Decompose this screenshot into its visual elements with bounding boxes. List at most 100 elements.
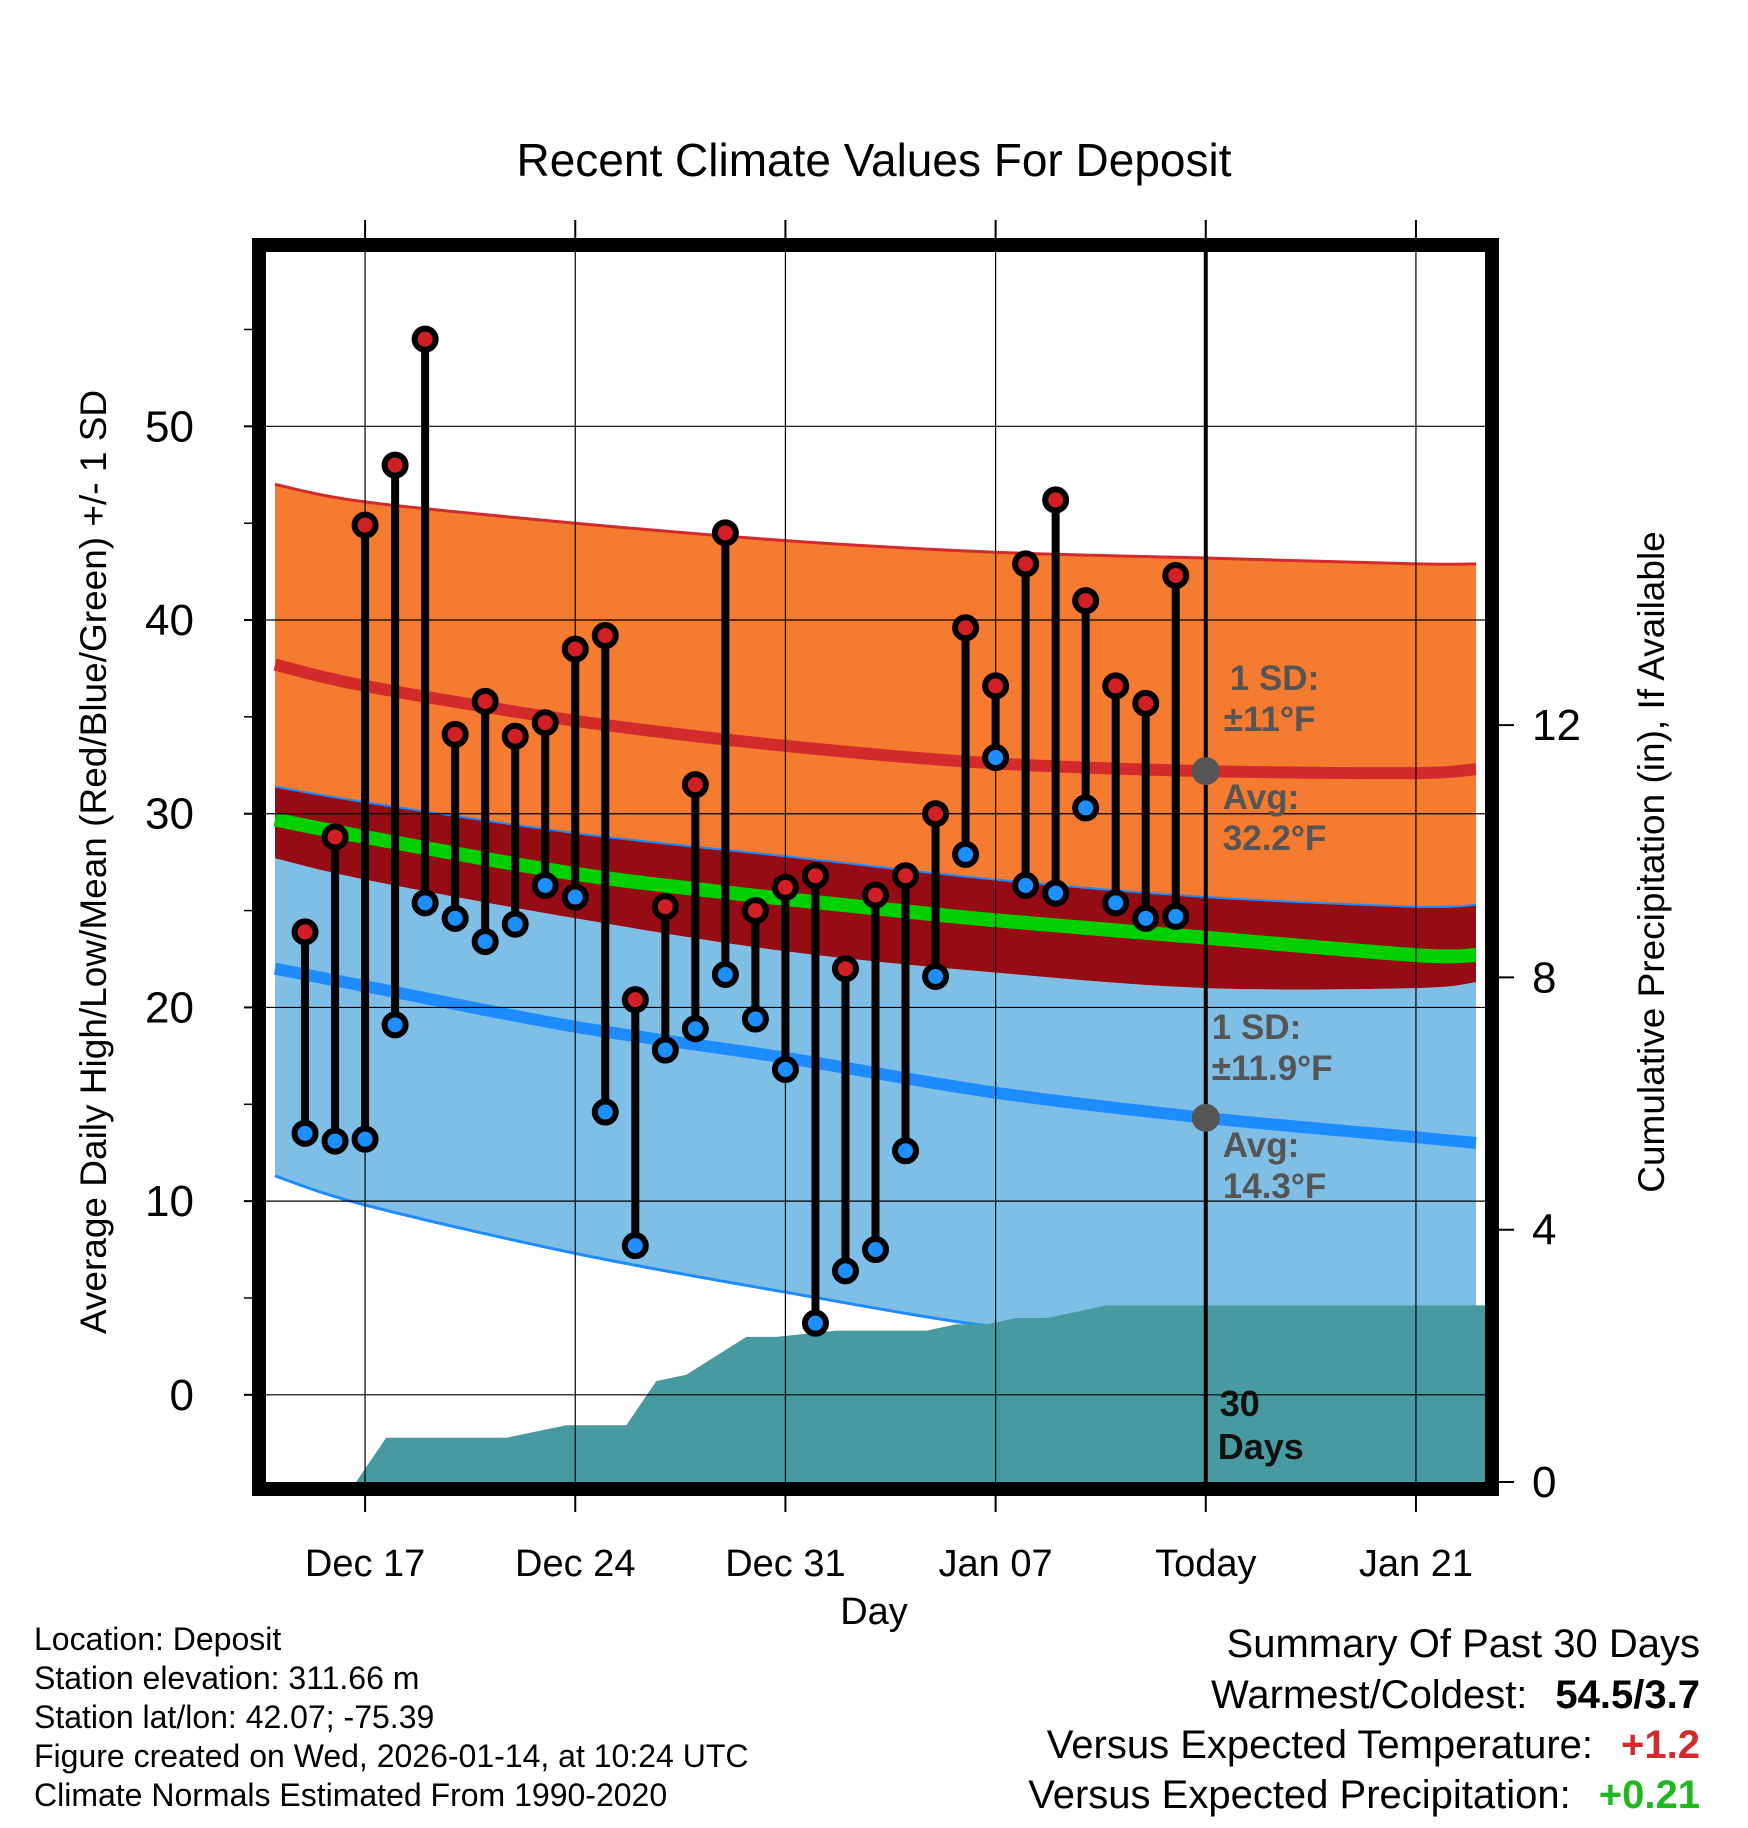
- daily-low-marker: [651, 1036, 679, 1064]
- daily-low-marker: [621, 1232, 649, 1260]
- low-sd-value: ±11.9°F: [1212, 1049, 1333, 1088]
- daily-high-marker: [862, 881, 889, 909]
- daily-high-marker: [591, 622, 619, 650]
- daily-high-marker: [1132, 689, 1160, 717]
- daily-low-marker: [681, 1015, 709, 1043]
- latlon-text: Station lat/lon: 42.07; -75.39: [34, 1699, 435, 1735]
- daily-low-marker: [1102, 889, 1130, 917]
- daily-low-marker: [1132, 904, 1160, 932]
- daily-high-marker: [1042, 486, 1070, 514]
- high-sd-label: 1 SD:: [1230, 659, 1319, 698]
- daily-high-marker: [531, 709, 559, 737]
- y-tick-label: 50: [145, 402, 194, 451]
- high-avg-value: 32.2°F: [1223, 819, 1327, 858]
- daily-high-marker: [681, 771, 709, 799]
- low-avg-value: 14.3°F: [1223, 1167, 1327, 1206]
- daily-high-marker: [381, 451, 409, 479]
- daily-high-marker: [441, 720, 469, 748]
- daily-high-marker: [351, 511, 379, 539]
- y2-tick-label: 4: [1532, 1206, 1556, 1255]
- daily-low-marker: [441, 904, 469, 932]
- x-axis-label: Day: [840, 1591, 908, 1633]
- high-avg-label: Avg:: [1223, 778, 1299, 817]
- daily-low-marker: [831, 1257, 859, 1285]
- y-tick-label: 10: [145, 1177, 194, 1226]
- temp-departure-label: Versus Expected Temperature:: [1046, 1723, 1594, 1767]
- daily-low-marker: [862, 1236, 889, 1264]
- x-tick-label: Dec 17: [305, 1543, 425, 1585]
- daily-high-marker: [471, 687, 499, 715]
- daily-low-marker: [1042, 879, 1070, 907]
- plot-frame: [252, 238, 1499, 1496]
- y-tick-label: 20: [145, 983, 194, 1032]
- elevation-text: Station elevation: 311.66 m: [34, 1660, 420, 1696]
- daily-low-marker: [321, 1127, 349, 1155]
- today-high-avg-marker: [1191, 757, 1220, 786]
- x-tick-label: Jan 07: [939, 1543, 1053, 1585]
- daily-high-marker: [1102, 672, 1130, 700]
- x-tick-label: Dec 24: [515, 1543, 635, 1585]
- low-avg-label: Avg:: [1223, 1126, 1299, 1165]
- y-axis-label: Average Daily High/Low/Mean (Red/Blue/Gr…: [73, 390, 114, 1334]
- summary-title: Summary Of Past 30 Days: [1226, 1622, 1700, 1666]
- x-tick-label: Dec 31: [725, 1543, 845, 1585]
- precip-departure-value: +0.21: [1598, 1773, 1700, 1817]
- y2-axis-label: Cumulative Precipitation (in), If Availa…: [1631, 531, 1672, 1193]
- daily-high-marker: [321, 823, 349, 851]
- warmest-coldest-row: Warmest/Coldest: 54.5/3.7: [1028, 1670, 1700, 1720]
- daily-low-marker: [471, 928, 499, 956]
- daily-low-marker: [531, 871, 559, 899]
- daily-low-marker: [561, 883, 589, 911]
- daily-high-marker: [801, 862, 829, 890]
- daily-low-marker: [982, 744, 1010, 772]
- warmest-coldest-value: 54.5/3.7: [1555, 1673, 1700, 1717]
- daily-high-marker: [771, 873, 799, 901]
- location-text: Location: Deposit: [34, 1621, 282, 1657]
- temp-departure-value: +1.2: [1621, 1723, 1700, 1767]
- daily-low-marker: [291, 1119, 319, 1147]
- created-text: Figure created on Wed, 2026-01-14, at 10…: [34, 1738, 749, 1774]
- daily-high-marker: [651, 893, 679, 921]
- daily-high-marker: [741, 897, 769, 925]
- daily-low-marker: [1012, 871, 1040, 899]
- daily-low-marker: [952, 840, 980, 868]
- daily-high-marker: [952, 614, 980, 642]
- precip-departure-row: Versus Expected Precipitation: +0.21: [1028, 1770, 1700, 1820]
- daily-low-marker: [711, 961, 739, 989]
- chart-title: Recent Climate Values For Deposit: [517, 134, 1232, 186]
- y2-tick-label: 12: [1532, 701, 1581, 750]
- daily-high-marker: [621, 986, 649, 1014]
- daily-high-marker: [561, 635, 589, 663]
- y2-tick-label: 8: [1532, 953, 1556, 1002]
- daily-low-marker: [1162, 902, 1190, 930]
- daily-high-marker: [922, 800, 950, 828]
- daily-low-marker: [411, 889, 439, 917]
- daily-high-marker: [831, 955, 859, 983]
- daily-high-marker: [291, 918, 319, 946]
- daily-low-marker: [351, 1125, 379, 1153]
- warmest-coldest-label: Warmest/Coldest:: [1211, 1673, 1528, 1717]
- y-tick-label: 40: [145, 596, 194, 645]
- daily-high-marker: [501, 722, 529, 750]
- daily-high-marker: [411, 325, 439, 353]
- today-low-avg-marker: [1191, 1103, 1220, 1132]
- daily-low-marker: [381, 1011, 409, 1039]
- daily-low-marker: [892, 1137, 920, 1165]
- daily-high-marker: [1162, 561, 1190, 589]
- daily-low-marker: [771, 1055, 799, 1083]
- precip-departure-label: Versus Expected Precipitation:: [1028, 1773, 1571, 1817]
- days-word-label: Days: [1218, 1426, 1304, 1467]
- daily-high-marker: [1072, 587, 1100, 615]
- daily-high-marker: [711, 519, 739, 547]
- high-sd-value: ±11°F: [1224, 700, 1316, 739]
- temp-departure-row: Versus Expected Temperature: +1.2: [1028, 1720, 1700, 1770]
- daily-low-marker: [501, 910, 529, 938]
- daily-high-marker: [982, 672, 1010, 700]
- daily-low-marker: [741, 1005, 769, 1033]
- x-tick-label: Jan 21: [1359, 1543, 1473, 1585]
- y2-tick-label: 0: [1532, 1458, 1556, 1507]
- normals-text: Climate Normals Estimated From 1990-2020: [34, 1777, 668, 1813]
- daily-high-marker: [892, 862, 920, 890]
